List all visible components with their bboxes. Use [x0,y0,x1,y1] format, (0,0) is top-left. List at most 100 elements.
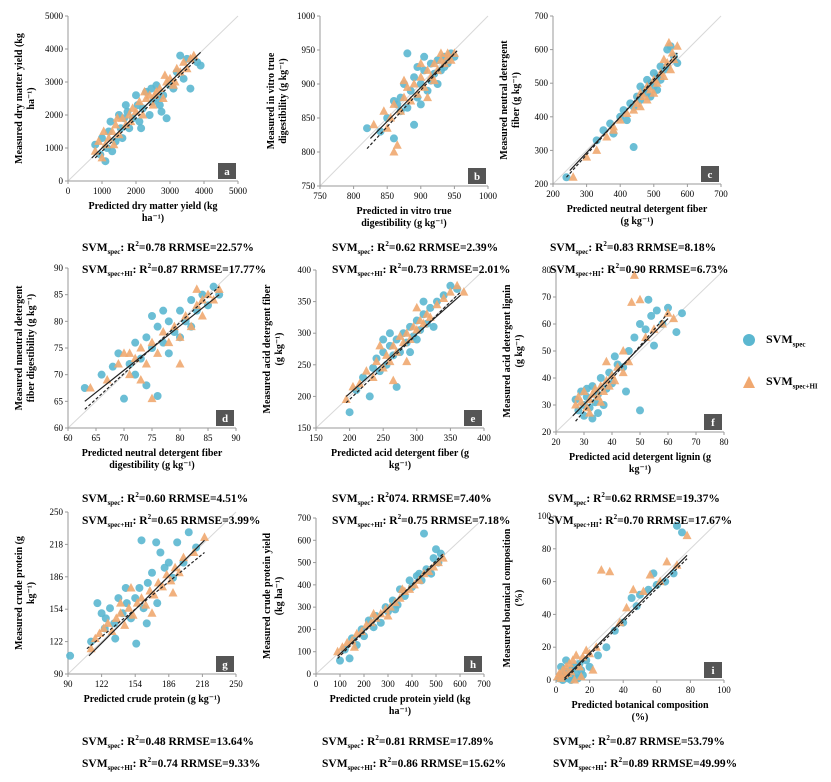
y-tick-label: 500 [298,558,312,568]
y-axis-label: Measured in vitro true [266,52,277,149]
panel-letter: c [708,169,713,181]
fit-line-spec [345,291,461,404]
y-tick-label: 65 [54,396,64,406]
x-tick-label: 950 [448,191,462,201]
y-axis-label: Measured dry matter yield (kg [14,33,25,164]
point-svm-spec-hi [576,671,586,681]
y-tick-label: 500 [535,78,549,88]
x-tick-label: 600 [453,679,467,689]
x-tick-label: 750 [313,191,327,201]
y-tick-label: 70 [54,370,64,380]
stats-panel-a: SVMspec: R2=0.78 RRMSE=22.57% SVMspec+HI:… [82,237,266,281]
point-svm-spec-hi [382,350,392,359]
point-svm-spec-hi [375,340,385,350]
x-tick-label: 40 [619,685,629,695]
point-svm-spec-hi [103,618,113,627]
point-svm-spec-hi [601,356,611,366]
x-tick-label: 75 [148,433,158,443]
panel-letter-box [468,168,486,184]
y-tick-label: 850 [302,113,316,123]
x-tick-label: 60 [652,685,662,695]
x-tick-label: 1000 [93,186,112,196]
point-svm-spec [594,651,602,660]
point-svm-spec-hi [136,343,146,352]
point-svm-spec-hi [571,650,581,659]
point-svm-spec-hi [186,321,196,331]
x-tick-label: 300 [410,433,424,443]
stats-line: SVMspec+HI: R2=0.75 RRMSE=7.18% [332,513,511,530]
point-svm-spec [420,52,429,61]
stats-line: SVMspec+HI: R2=0.65 RRMSE=3.99% [82,513,261,530]
point-svm-spec-hi [599,386,609,395]
point-svm-spec-hi [137,593,146,602]
panel-letter: i [711,665,714,677]
point-svm-spec [162,114,171,123]
point-svm-spec [630,333,639,342]
x-axis-label: Predicted in vitro true [357,206,452,217]
point-svm-spec [147,84,156,93]
y-tick-label: 250 [298,360,312,370]
point-svm-spec-hi [371,613,381,622]
fit-line-spec-hi [369,52,455,139]
point-svm-spec-hi [402,82,412,91]
y-tick-label: 70 [542,292,552,302]
point-svm-spec [610,352,619,361]
point-svm-spec-hi [389,99,399,108]
y-tick-label: 800 [302,147,316,157]
stats-line: SVMspec: R2=0.87 RRMSE=53.79% [553,734,725,751]
x-tick-label: 218 [196,679,210,689]
y-tick-label: 1000 [45,143,64,153]
point-svm-spec [106,117,115,126]
y-axis-label: Measured crude protein yield [262,533,273,659]
point-svm-spec-hi [615,115,625,124]
point-svm-spec-hi [371,356,381,366]
fit-line-spec [563,558,688,681]
point-svm-spec [627,594,636,602]
point-svm-spec [410,73,419,82]
point-svm-spec-hi [179,552,188,562]
point-svm-spec-hi [596,397,606,406]
y-tick-label: 5000 [45,11,64,21]
point-svm-spec [93,599,102,608]
point-svm-spec [369,363,378,372]
stats-line: SVMspec+HI: R2=0.90 RRMSE=6.73% [550,262,729,279]
y-tick-label: 218 [50,539,64,549]
point-svm-spec-hi [388,375,398,385]
point-svm-spec [644,295,653,304]
x-tick-label: 200 [343,433,357,443]
x-axis-label: Predicted dry matter yield (kg [88,201,217,212]
x-tick-label: 100 [717,685,731,695]
point-svm-spec [365,392,374,401]
y-tick-label: 20 [542,642,552,652]
point-svm-spec-hi [141,600,151,609]
point-svm-spec-hi [459,287,469,296]
x-tick-label: 400 [477,433,491,443]
point-svm-spec [403,103,412,112]
point-svm-spec-hi [397,584,407,593]
point-svm-spec-hi [150,90,160,99]
y-tick-label: 200 [535,179,549,189]
x-axis-label: Predicted crude protein (g kg⁻¹) [84,694,221,705]
y-tick-label: 400 [535,112,549,122]
point-svm-spec [131,338,140,347]
point-svm-spec-hi [164,337,174,347]
panel-letter-box [464,656,482,672]
point-svm-spec [176,51,185,60]
point-svm-spec-hi [604,381,614,390]
point-svm-spec-hi [449,48,459,57]
point-svm-spec-hi [140,86,149,96]
point-svm-spec-hi [446,55,456,64]
point-svm-spec [106,604,114,613]
point-svm-spec [345,654,354,663]
point-svm-spec-hi [429,58,439,68]
point-svm-spec-hi [405,334,415,344]
x-tick-label: 700 [477,679,491,689]
point-svm-spec [419,297,428,306]
point-svm-spec-hi [416,58,426,68]
point-svm-spec-hi [667,47,677,57]
point-svm-spec [164,317,173,326]
point-svm-spec-hi [629,105,639,114]
point-svm-spec-hi [568,655,578,664]
point-svm-spec-hi [669,313,679,323]
